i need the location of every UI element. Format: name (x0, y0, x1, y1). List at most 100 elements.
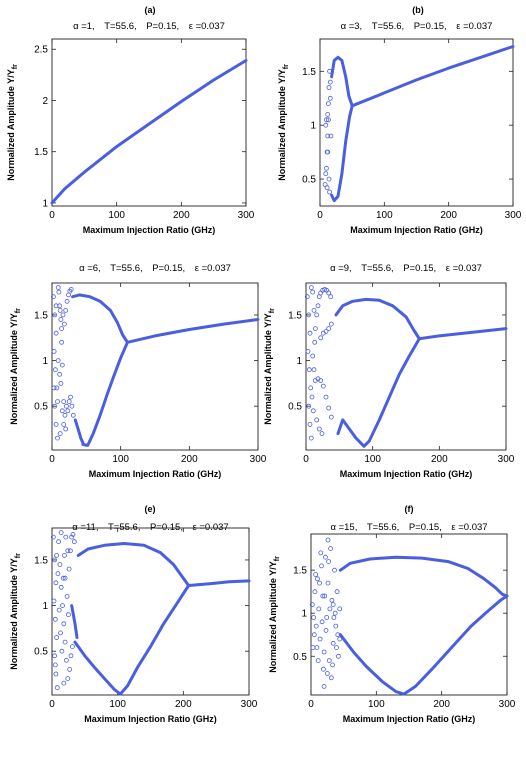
series-branch-1 (71, 293, 129, 344)
data-point (310, 408, 316, 414)
y-axis-label-subscript: fr (274, 556, 281, 561)
parameter-text: α =15, T=55.6, P=0.15, ε =0.037 (330, 522, 487, 533)
y-axis-label-subscript: fr (269, 308, 276, 313)
data-point (64, 594, 70, 599)
data-point (324, 185, 330, 191)
y-axis-label-subscript: fr (283, 64, 290, 69)
data-point (51, 294, 56, 300)
series-branch-1 (334, 297, 421, 341)
data-point (309, 394, 315, 400)
param-P: P=0.15, (143, 263, 186, 274)
data-point (314, 417, 320, 423)
y-tick-label: 1.5 (34, 310, 48, 321)
param-alpha: α =11, (72, 522, 98, 533)
data-point (307, 421, 313, 427)
data-point (61, 621, 67, 627)
data-point (306, 367, 312, 373)
data-point (327, 189, 333, 195)
data-point (60, 575, 66, 581)
data-point (308, 285, 314, 291)
data-point (312, 589, 318, 595)
data-point (327, 606, 333, 612)
y-tick-label: 1 (301, 609, 307, 620)
series-branch-2 (344, 337, 421, 448)
data-point (55, 285, 61, 291)
data-point (51, 348, 57, 354)
data-point (317, 580, 322, 586)
param-P: P=0.15, (137, 21, 180, 32)
x-axis-label: Maximum Injection Ratio (GHz) (350, 225, 483, 235)
data-point (305, 348, 311, 354)
data-point (63, 307, 69, 313)
data-point (327, 95, 333, 101)
plot-frame (51, 527, 250, 696)
data-point (330, 602, 336, 607)
data-point (323, 394, 329, 400)
data-point (69, 534, 75, 540)
param-T: T=55.6, (95, 21, 137, 32)
plot-frame (310, 533, 508, 696)
x-tick-label: 0 (303, 454, 309, 465)
parameter-text: α =9, T=55.6, P=0.15, ε =0.037 (330, 263, 482, 274)
data-point (323, 122, 329, 128)
data-point (54, 635, 59, 640)
y-tick-label: 0.5 (34, 647, 48, 658)
data-point (62, 639, 68, 645)
data-point (66, 612, 71, 618)
data-point (337, 606, 343, 612)
param-alpha: α =9, (330, 263, 352, 274)
y-axis-label: Normalized Amplitude Y/Yfr (6, 64, 19, 181)
data-point (54, 685, 60, 691)
data-point (326, 658, 332, 663)
data-point (319, 563, 324, 569)
series-branch-4 (73, 418, 86, 446)
data-point (311, 615, 317, 620)
data-point (328, 546, 334, 551)
data-point (311, 307, 317, 313)
data-point (320, 593, 326, 599)
x-tick-label: 300 (499, 699, 516, 710)
data-point (320, 383, 326, 389)
data-point (331, 615, 337, 620)
data-point (55, 435, 60, 441)
param-P: P=0.15, (399, 522, 442, 533)
y-axis-label-main: Normalized Amplitude Y/Y (263, 313, 273, 425)
data-point (62, 321, 67, 327)
chart-panel-2: (b) α =3, T=55.6, P=0.15, ε =0.037 0 100 200… (277, 5, 522, 235)
x-tick-label: 0 (317, 210, 323, 221)
chart-panel-3: α =6, T=55.6, P=0.15, ε =0.037 0 100 200 300… (9, 263, 267, 479)
y-axis-label-main: Normalized Amplitude Y/Y (9, 558, 19, 670)
data-point (58, 317, 64, 322)
data-point (325, 117, 331, 123)
x-tick-label: 100 (112, 454, 129, 465)
x-axis-label: Maximum Injection Ratio (GHz) (84, 714, 217, 724)
param-eps: ε =0.037 (183, 522, 229, 533)
data-point (64, 657, 69, 663)
data-point (328, 414, 334, 420)
data-point (70, 532, 76, 537)
data-point (333, 623, 339, 629)
data-point (325, 133, 331, 139)
param-P: P=0.15, (404, 21, 447, 32)
data-point (318, 550, 324, 556)
data-point (319, 431, 325, 437)
data-point (52, 312, 58, 318)
plot-frame (51, 282, 259, 451)
data-point (326, 405, 332, 411)
y-axis-label-main: Normalized Amplitude Y/Y (277, 69, 287, 181)
x-tick-label: 300 (241, 699, 258, 710)
x-tick-label: 300 (505, 210, 522, 221)
data-point (62, 412, 68, 418)
data-point (328, 294, 334, 300)
data-point (335, 632, 341, 638)
data-point (326, 326, 332, 332)
data-point (59, 339, 64, 345)
param-P: P=0.15, (140, 522, 183, 533)
parameter-text: α =1, T=55.6, P=0.15, ε =0.037 (73, 21, 225, 32)
y-axis-label-main: Normalized Amplitude Y/Y (6, 69, 16, 181)
y-tick-label: 1 (42, 356, 48, 367)
data-point (323, 165, 329, 171)
chart-panel-4: α =9, T=55.6, P=0.15, ε =0.037 0 100 200 300… (263, 263, 515, 479)
data-point (56, 539, 61, 545)
data-point (52, 403, 58, 409)
